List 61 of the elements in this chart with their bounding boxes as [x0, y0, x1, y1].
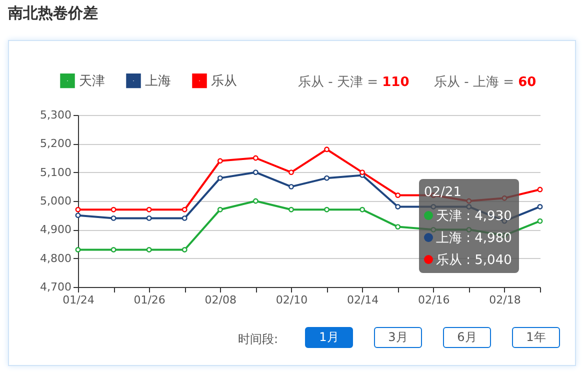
point — [252, 170, 258, 176]
legend-label: 天津 — [79, 74, 105, 89]
point — [217, 206, 223, 212]
x-tick-label: 01/24 — [62, 294, 94, 306]
text: 1年 — [512, 327, 560, 348]
y-tick-label: 4,900 — [40, 223, 72, 236]
point — [324, 175, 330, 181]
text: 3月 — [374, 327, 422, 348]
x-tick-label: 02/14 — [346, 294, 379, 306]
x-tick-label: 02/18 — [489, 294, 521, 306]
point — [537, 204, 543, 210]
point — [75, 247, 81, 252]
y-tick-label: 4,800 — [40, 252, 72, 265]
x-tick-label: 02/16 — [418, 294, 450, 306]
point — [395, 192, 401, 198]
point — [75, 206, 81, 212]
point — [395, 224, 401, 230]
text: 乐从 - 天津 = 110 — [298, 74, 410, 91]
x-tick-label: 02/10 — [276, 294, 308, 306]
x-tick-label: 01/26 — [134, 294, 166, 306]
point — [324, 146, 330, 152]
point — [217, 158, 223, 164]
point — [537, 186, 543, 192]
point — [360, 206, 366, 212]
y-tick-label: 4,700 — [40, 280, 72, 294]
point — [110, 247, 116, 252]
text: 时间段: — [238, 331, 278, 348]
annotation: 02/21 — [424, 185, 462, 200]
y-tick-label: 5,000 — [40, 194, 72, 208]
point — [182, 206, 188, 212]
point — [110, 206, 116, 212]
point — [288, 170, 294, 176]
point — [182, 247, 188, 252]
legend-label: 乐从 — [211, 74, 237, 89]
point — [252, 155, 258, 161]
text: 乐从 - 上海 = 60 — [434, 74, 536, 91]
text: 6月 — [443, 327, 491, 348]
point — [288, 206, 294, 212]
point — [288, 184, 294, 190]
annotation: 乐从 : 5,040 — [435, 252, 512, 269]
point — [146, 247, 152, 252]
point — [360, 170, 366, 176]
chart-title: 南北热卷价差 — [8, 4, 98, 23]
point — [537, 218, 543, 224]
annotation: 上海 : 4,980 — [435, 230, 512, 247]
x-tick-label: 02/08 — [204, 294, 237, 306]
text: 1月 — [305, 327, 353, 348]
legend-label: 上海 — [145, 74, 171, 89]
point — [110, 215, 116, 221]
point — [146, 206, 152, 212]
annotation: 天津 : 4,930 — [435, 208, 512, 225]
y-tick-label: 5,200 — [40, 137, 72, 150]
point — [146, 215, 152, 221]
y-tick-label: 5,100 — [40, 166, 72, 179]
point — [395, 204, 401, 210]
point — [182, 215, 188, 221]
point — [75, 212, 81, 218]
point — [324, 206, 330, 212]
point — [252, 198, 258, 204]
y-tick-label: 5,300 — [40, 108, 72, 122]
point — [217, 175, 223, 181]
